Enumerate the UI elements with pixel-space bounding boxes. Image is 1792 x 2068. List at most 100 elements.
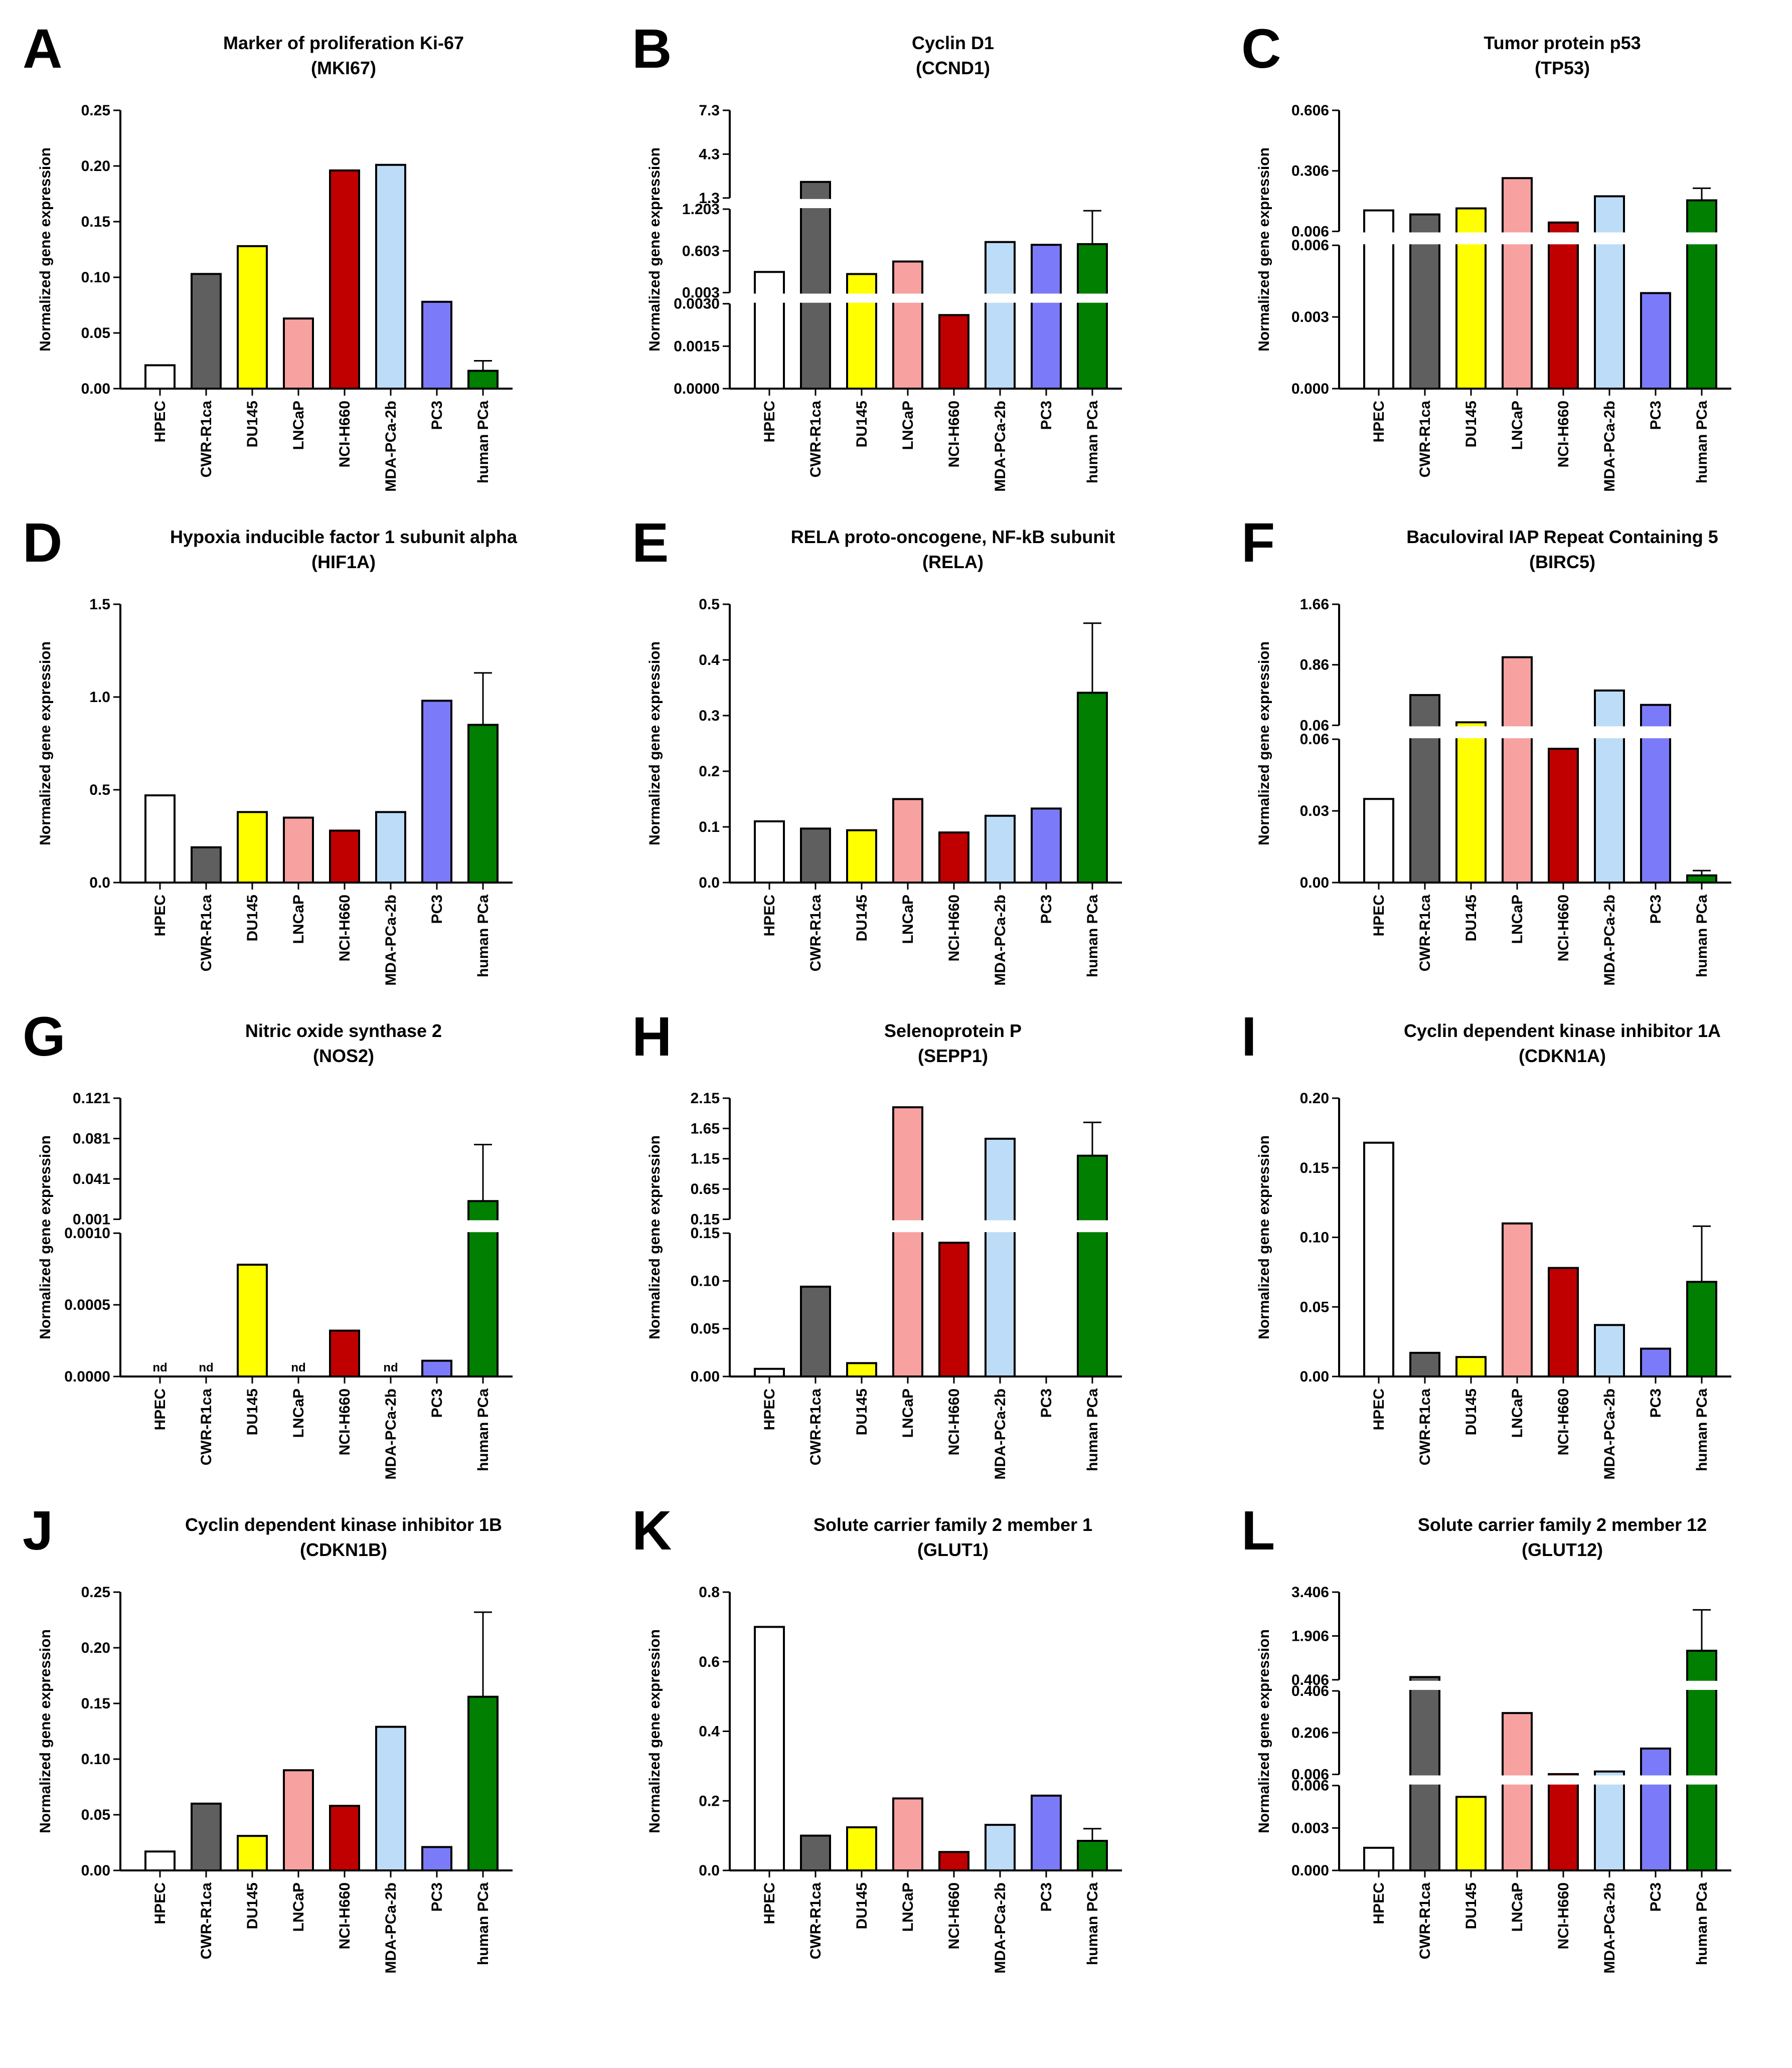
panel-letter: I: [1241, 1006, 1257, 1068]
y-axis-label: Normalized gene expression: [1256, 1135, 1272, 1339]
bar-hpec: [1363, 1846, 1394, 1871]
y-axis-label: Normalized gene expression: [1256, 147, 1272, 352]
bar-lncap: [283, 1769, 314, 1872]
y-tick-label: 0.121: [73, 1090, 110, 1107]
x-tick-label: PC3: [1038, 895, 1055, 924]
panel-h: H Selenoprotein P(SEPP1)0.000.050.100.150…: [632, 1006, 1123, 1480]
y-tick-label: 0.15: [81, 214, 110, 230]
y-tick-label: 0.10: [1300, 1230, 1329, 1246]
chart-subtitle: (NOS2): [313, 1046, 374, 1066]
bar-nci-h660: [1548, 1773, 1579, 1872]
x-tick-label: PC3: [1648, 1389, 1664, 1418]
panel-f: F Baculoviral IAP Repeat Containing 5 (BIR…: [1241, 512, 1732, 986]
panel-letter: L: [1241, 1500, 1275, 1562]
x-tick-label: human PCa: [1084, 1389, 1101, 1471]
y-tick-label: 3.406: [1291, 1584, 1329, 1601]
y-axis-label: Normalized gene expression: [37, 641, 54, 845]
bar-pc3: [421, 1359, 452, 1378]
y-tick-label: 0.081: [73, 1130, 110, 1147]
x-tick-label: DU145: [1463, 401, 1480, 447]
x-tick-label: human PCa: [1084, 1882, 1101, 1965]
y-tick-label: 0.306: [1291, 163, 1329, 180]
x-tick-label: human PCa: [475, 895, 492, 977]
bar-human-pca: [467, 1695, 499, 1871]
bar-mda-pca-2b: [375, 811, 406, 884]
bar-du145: [237, 1264, 268, 1378]
y-tick-label: 0.4: [699, 652, 720, 668]
nd-label: nd: [383, 1361, 398, 1374]
y-tick-label: 0.00: [691, 1368, 720, 1385]
chart-subtitle: (SEPP1): [918, 1046, 988, 1066]
y-tick-label: 0.003: [682, 285, 720, 301]
bar-du145: [1455, 1796, 1487, 1871]
y-tick-label: 0.000: [1291, 1862, 1329, 1879]
x-tick-label: NCI-H660: [1555, 1389, 1572, 1455]
bar-human-pca: [1686, 1281, 1717, 1377]
y-tick-label: 0.0000: [64, 1368, 110, 1385]
bar-du145: [846, 1826, 877, 1871]
panel-letter: H: [632, 1006, 672, 1068]
y-tick-label: 0.20: [81, 158, 110, 175]
panel-c: C Tumor protein p53(TP53)0.0000.0030.0060…: [1241, 18, 1732, 492]
y-tick-label: 0.10: [81, 269, 110, 286]
x-tick-label: CWR-R1ca: [198, 895, 215, 972]
chart-subtitle: (BIRC5): [1529, 552, 1595, 572]
x-tick-label: NCI-H660: [337, 401, 353, 467]
chart-subtitle: (GLUT12): [1522, 1539, 1603, 1560]
chart-subtitle: (TP53): [1535, 58, 1590, 78]
x-tick-label: PC3: [429, 895, 445, 924]
y-tick-label: 0.15: [691, 1211, 720, 1228]
bar-hpec: [1363, 798, 1394, 884]
axis-break: [721, 199, 1123, 209]
x-tick-label: LNCaP: [1509, 1389, 1526, 1438]
y-tick-label: 0.041: [73, 1171, 110, 1187]
x-tick-label: CWR-R1ca: [807, 895, 824, 972]
y-tick-label: 0.003: [1291, 309, 1329, 325]
y-tick-label: 0.0: [89, 875, 110, 891]
y-tick-label: 0.003: [1291, 1820, 1329, 1836]
chart-title: Solute carrier family 2 member 12: [1418, 1514, 1707, 1535]
y-tick-label: 0.606: [1291, 102, 1329, 119]
x-tick-label: PC3: [1648, 401, 1664, 430]
y-tick-label: 0.603: [682, 243, 720, 259]
chart-title: Nitric oxide synthase 2: [245, 1020, 442, 1041]
x-tick-label: MDA-PCa-2b: [383, 895, 399, 986]
x-tick-label: DU145: [244, 401, 261, 447]
x-tick-label: MDA-PCa-2b: [1601, 401, 1618, 492]
chart-title: Cyclin dependent kinase inhibitor 1B: [185, 1514, 502, 1535]
y-tick-label: 0.15: [691, 1225, 720, 1242]
x-tick-label: human PCa: [475, 1882, 492, 1965]
chart-title: Cyclin D1: [912, 33, 994, 53]
x-tick-label: DU145: [1463, 1389, 1480, 1435]
x-tick-label: HPEC: [1371, 401, 1387, 442]
y-tick-label: 0.03: [1300, 803, 1329, 819]
y-tick-label: 0.1: [699, 819, 720, 835]
bar-nci-h660: [329, 1329, 360, 1378]
axis-break: [1330, 1680, 1732, 1690]
bar-pc3: [421, 300, 452, 390]
x-tick-label: CWR-R1ca: [1417, 1882, 1433, 1960]
bar-pc3: [421, 700, 452, 884]
chart-title: RELA proto-oncogene, NF-kB subunit: [791, 527, 1115, 547]
x-tick-label: MDA-PCa-2b: [992, 401, 1009, 492]
bar-cwr-r1ca: [1409, 1676, 1440, 1871]
bar-nci-h660: [938, 831, 969, 884]
axis-break: [1330, 1775, 1732, 1785]
x-tick-label: HPEC: [761, 895, 778, 936]
y-tick-label: 0.10: [81, 1751, 110, 1768]
x-tick-label: MDA-PCa-2b: [1601, 895, 1618, 986]
bar-lncap: [283, 816, 314, 884]
x-tick-label: LNCaP: [900, 895, 916, 944]
bar-mda-pca-2b: [1594, 690, 1625, 884]
y-tick-label: 1.203: [682, 201, 720, 218]
x-tick-label: MDA-PCa-2b: [992, 1389, 1009, 1480]
bar-lncap: [892, 1797, 923, 1871]
x-tick-label: human PCa: [1694, 1389, 1710, 1471]
bar-lncap: [1502, 656, 1533, 884]
x-tick-label: human PCa: [1694, 895, 1710, 977]
y-tick-label: 0.406: [1291, 1672, 1329, 1688]
x-tick-label: HPEC: [1371, 895, 1387, 936]
x-tick-label: NCI-H660: [946, 401, 962, 467]
panel-letter: B: [632, 18, 672, 80]
